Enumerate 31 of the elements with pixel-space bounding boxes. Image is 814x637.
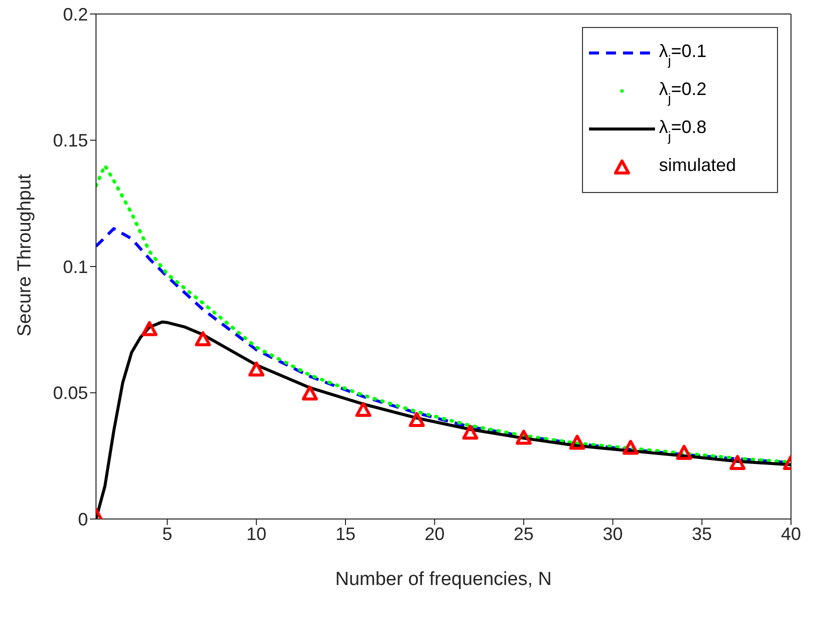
x-tick-label: 40 bbox=[780, 524, 802, 544]
point bbox=[141, 321, 158, 336]
y-tick-label: 0.1 bbox=[62, 256, 88, 277]
x-tick-label: 5 bbox=[162, 524, 172, 544]
point bbox=[355, 402, 372, 417]
y-tick-label: 0.05 bbox=[52, 383, 88, 404]
point bbox=[302, 386, 318, 401]
legend-label: λ$_{j}$=0.1 bbox=[659, 41, 707, 68]
legend-label: λ$_{j}$=0.2 bbox=[659, 79, 707, 106]
y-tick-label: 0.2 bbox=[62, 4, 88, 24]
x-tick-label: 25 bbox=[514, 524, 534, 544]
y-tick-label: 0 bbox=[78, 509, 88, 530]
point bbox=[516, 430, 532, 445]
point bbox=[194, 331, 211, 346]
point bbox=[408, 412, 425, 428]
point bbox=[730, 454, 746, 470]
point bbox=[462, 424, 478, 440]
legend-label: λ$_{j}$=0.8 bbox=[659, 117, 707, 144]
x-tick-label: 35 bbox=[692, 524, 712, 544]
point bbox=[248, 362, 264, 377]
legend-label: simulated bbox=[659, 155, 736, 175]
x-tick-label: 10 bbox=[246, 524, 266, 544]
y-axis-title: Secure Throughput bbox=[14, 173, 36, 336]
point bbox=[569, 434, 586, 450]
point bbox=[622, 440, 639, 455]
x-axis-title: Number of frequencies, N bbox=[335, 569, 552, 590]
point bbox=[676, 444, 692, 460]
x-tick-label: 30 bbox=[602, 524, 623, 544]
y-tick-label: 0.15 bbox=[52, 130, 88, 151]
x-tick-label: 15 bbox=[335, 524, 356, 544]
x-tick-label: 20 bbox=[424, 524, 445, 544]
